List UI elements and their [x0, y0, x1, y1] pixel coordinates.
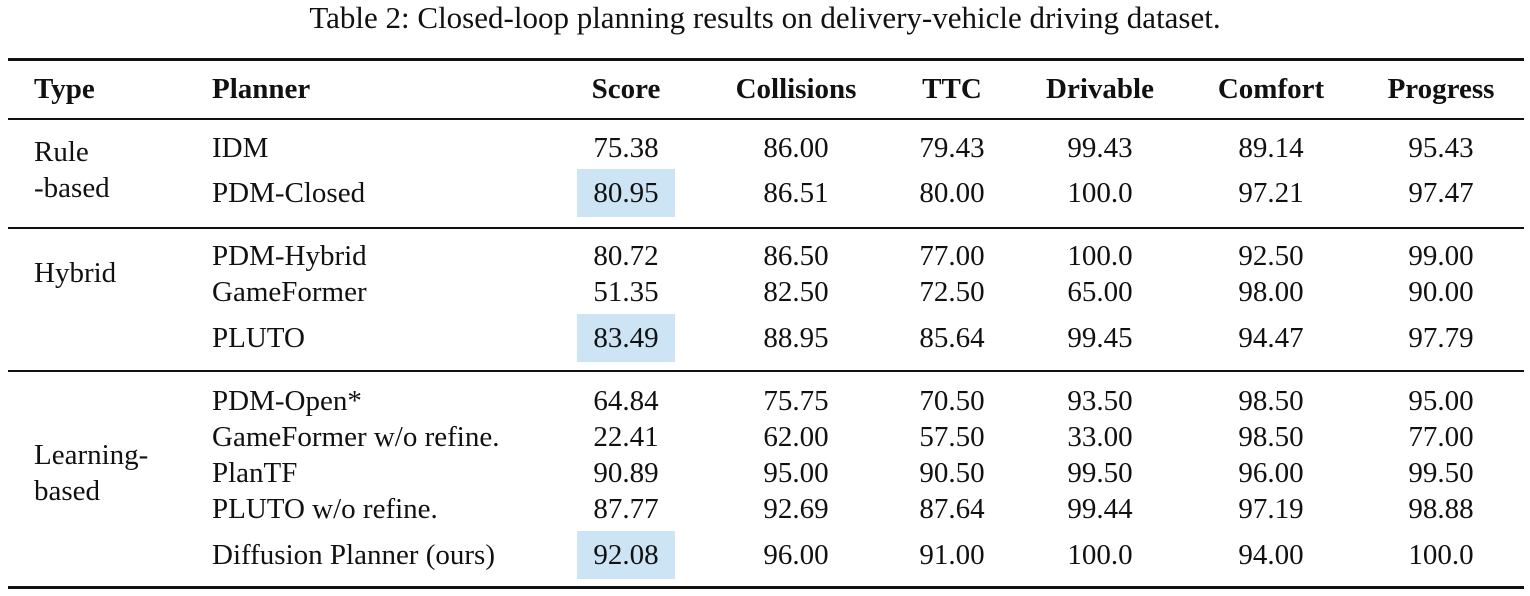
header-ttc: TTC — [922, 73, 982, 105]
drivable-value: 65.00 — [1067, 276, 1133, 308]
collisions-value: 86.00 — [763, 132, 829, 164]
type-label: Hybrid — [34, 257, 117, 289]
collisions-value: 96.00 — [763, 539, 829, 571]
progress-value: 100.0 — [1408, 539, 1474, 571]
collisions-value: 82.50 — [763, 276, 829, 308]
planner-name: PDM-Hybrid — [212, 240, 367, 272]
type-label: Learning- — [34, 439, 149, 471]
progress-value: 95.43 — [1408, 132, 1474, 164]
drivable-value: 99.50 — [1067, 457, 1133, 489]
ttc-value: 91.00 — [919, 539, 985, 571]
type-label: Rule — [34, 136, 89, 168]
header-type: Type — [34, 73, 95, 105]
best-score-highlight — [577, 169, 675, 217]
score-value: 64.84 — [593, 385, 659, 417]
planner-name: PDM-Open* — [212, 385, 362, 417]
drivable-value: 33.00 — [1067, 421, 1133, 453]
header-progress: Progress — [1387, 73, 1495, 105]
comfort-value: 94.47 — [1238, 322, 1304, 354]
planner-name: GameFormer — [212, 276, 367, 308]
ttc-value: 57.50 — [919, 421, 985, 453]
planner-name: IDM — [212, 132, 269, 164]
drivable-value: 100.0 — [1067, 177, 1133, 209]
ttc-value: 70.50 — [919, 385, 985, 417]
type-label: -based — [34, 172, 110, 204]
score-value: 80.72 — [593, 240, 659, 272]
bottom-rule — [8, 586, 1524, 589]
ttc-value: 85.64 — [919, 322, 985, 354]
header-drivable: Drivable — [1046, 73, 1154, 105]
ttc-value: 80.00 — [919, 177, 985, 209]
progress-value: 97.47 — [1408, 177, 1474, 209]
comfort-value: 89.14 — [1238, 132, 1304, 164]
progress-value: 77.00 — [1408, 421, 1474, 453]
score-value: 83.49 — [593, 322, 659, 354]
progress-value: 97.79 — [1408, 322, 1474, 354]
progress-value: 95.00 — [1408, 385, 1474, 417]
header-score: Score — [591, 73, 661, 105]
header-collisions: Collisions — [735, 73, 857, 105]
planner-name: PDM-Closed — [212, 177, 366, 209]
collisions-value: 92.69 — [763, 493, 829, 525]
top-rule — [8, 58, 1524, 61]
group-divider-2 — [8, 370, 1524, 372]
group-divider-1 — [8, 227, 1524, 229]
header-rule — [8, 118, 1524, 120]
progress-value: 99.50 — [1408, 457, 1474, 489]
table-caption: Table 2: Closed-loop planning results on… — [0, 0, 1530, 36]
planner-name: Diffusion Planner (ours) — [212, 539, 495, 571]
type-label: based — [34, 475, 101, 507]
caption-label: Table 2: — [309, 0, 410, 35]
progress-value: 98.88 — [1408, 493, 1474, 525]
score-value: 22.41 — [593, 421, 659, 453]
ttc-value: 77.00 — [919, 240, 985, 272]
planner-name: GameFormer w/o refine. — [212, 421, 500, 453]
collisions-value: 95.00 — [763, 457, 829, 489]
collisions-value: 75.75 — [763, 385, 829, 417]
planner-name: PLUTO w/o refine. — [212, 493, 438, 525]
ttc-value: 87.64 — [919, 493, 985, 525]
ttc-value: 72.50 — [919, 276, 985, 308]
comfort-value: 98.50 — [1238, 385, 1304, 417]
header-comfort: Comfort — [1217, 73, 1325, 105]
collisions-value: 86.51 — [763, 177, 829, 209]
comfort-value: 97.19 — [1238, 493, 1304, 525]
header-planner: Planner — [212, 73, 311, 105]
drivable-value: 100.0 — [1067, 539, 1133, 571]
planner-name: PLUTO — [212, 322, 305, 354]
comfort-value: 94.00 — [1238, 539, 1304, 571]
drivable-value: 99.43 — [1067, 132, 1133, 164]
drivable-value: 99.44 — [1067, 493, 1133, 525]
score-value: 87.77 — [593, 493, 659, 525]
progress-value: 99.00 — [1408, 240, 1474, 272]
score-value: 92.08 — [593, 539, 659, 571]
ttc-value: 79.43 — [919, 132, 985, 164]
collisions-value: 88.95 — [763, 322, 829, 354]
progress-value: 90.00 — [1408, 276, 1474, 308]
collisions-value: 62.00 — [763, 421, 829, 453]
comfort-value: 98.00 — [1238, 276, 1304, 308]
planner-name: PlanTF — [212, 457, 298, 489]
score-value: 90.89 — [593, 457, 659, 489]
drivable-value: 100.0 — [1067, 240, 1133, 272]
score-value: 80.95 — [593, 177, 659, 209]
drivable-value: 99.45 — [1067, 322, 1133, 354]
drivable-value: 93.50 — [1067, 385, 1133, 417]
score-value: 75.38 — [593, 132, 659, 164]
comfort-value: 98.50 — [1238, 421, 1304, 453]
comfort-value: 97.21 — [1238, 177, 1304, 209]
comfort-value: 96.00 — [1238, 457, 1304, 489]
caption-text: Closed-loop planning results on delivery… — [417, 0, 1221, 35]
best-score-highlight — [577, 531, 675, 579]
ttc-value: 90.50 — [919, 457, 985, 489]
comfort-value: 92.50 — [1238, 240, 1304, 272]
collisions-value: 86.50 — [763, 240, 829, 272]
score-value: 51.35 — [593, 276, 659, 308]
best-score-highlight — [577, 314, 675, 362]
